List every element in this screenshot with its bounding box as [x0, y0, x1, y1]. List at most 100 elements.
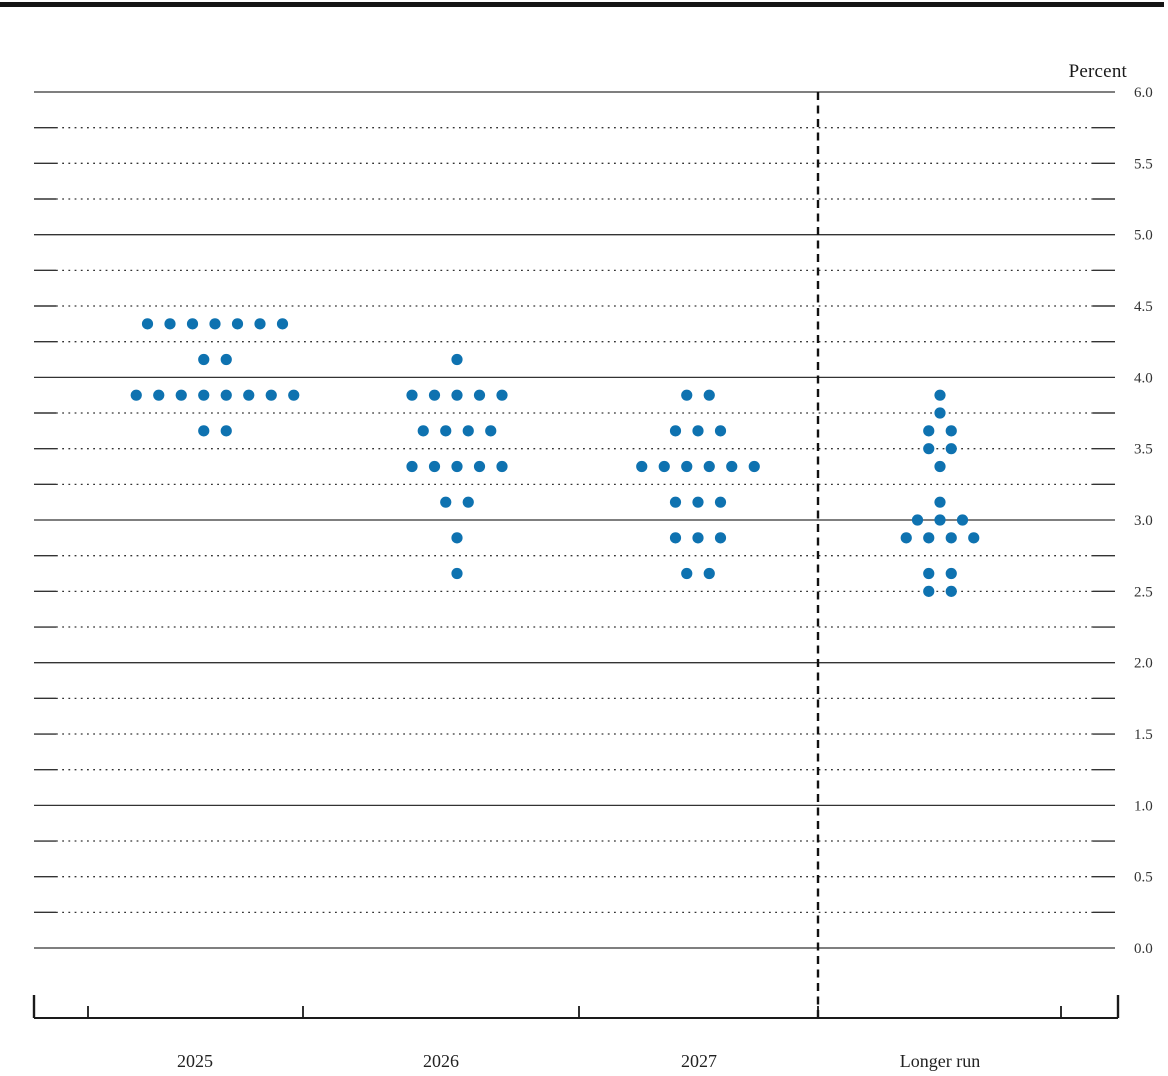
y-tick-label: 3.5: [1134, 442, 1153, 458]
dot: [934, 496, 946, 508]
dot: [703, 460, 715, 473]
dot: [130, 389, 142, 401]
dot: [243, 389, 255, 401]
dot: [186, 318, 199, 330]
dot: [141, 318, 154, 330]
dot: [288, 389, 300, 401]
dot: [703, 567, 715, 580]
dot: [440, 425, 452, 437]
x-axis: [32, 995, 1120, 1019]
dot: [681, 460, 693, 473]
dots-column-2027: [636, 389, 760, 580]
dot: [726, 460, 738, 473]
dot: [669, 496, 682, 508]
y-tick-label: 1.5: [1134, 727, 1153, 743]
dot: [669, 425, 682, 437]
dot: [462, 425, 474, 437]
dot: [417, 425, 429, 437]
dot: [406, 389, 418, 401]
dot: [923, 443, 935, 455]
dot: [923, 532, 935, 544]
dot: [658, 460, 670, 473]
dot: [485, 425, 497, 437]
dot: [934, 407, 946, 419]
dot: [276, 318, 289, 330]
dot: [462, 496, 474, 508]
dot: [451, 567, 463, 580]
dot: [945, 532, 957, 544]
y-tick-label: 3.0: [1134, 513, 1153, 529]
y-tick-label: 5.0: [1134, 228, 1153, 244]
y-tick-label: 0.5: [1134, 870, 1153, 886]
dots-column-longer-run: [900, 389, 980, 597]
y-tick-label: 0.0: [1134, 941, 1153, 957]
y-tick-label: 4.5: [1134, 299, 1153, 315]
dot: [428, 389, 441, 401]
y-tick-label: 1.0: [1134, 798, 1153, 814]
y-gridlines: [34, 91, 1115, 949]
dot: [198, 389, 210, 401]
dot: [934, 389, 946, 401]
dot: [220, 353, 232, 366]
x-axis-category-labels: 2025 2026 2027 Longer run: [177, 1051, 980, 1071]
y-tick-label: 6.0: [1134, 85, 1153, 101]
dot: [714, 425, 727, 437]
dots-column-2025: [130, 318, 300, 437]
dot: [451, 532, 463, 544]
dot: [956, 514, 969, 526]
dot: [231, 318, 244, 330]
dot: [209, 318, 221, 330]
dot: [220, 389, 232, 401]
dot: [934, 460, 946, 473]
dot: [198, 425, 210, 437]
dot: [681, 567, 693, 580]
dot: [164, 318, 176, 330]
y-axis-unit-label: Percent: [1068, 61, 1127, 82]
dot: [636, 460, 648, 473]
dot: [220, 425, 232, 437]
y-tick-label: 4.0: [1134, 370, 1153, 386]
y-tick-label: 2.0: [1134, 656, 1153, 672]
dot: [681, 389, 693, 401]
dot: [900, 532, 912, 544]
dot: [175, 389, 187, 401]
dot: [692, 425, 704, 437]
dot: [451, 353, 463, 366]
x-axis-label: 2027: [681, 1051, 717, 1071]
dot: [714, 496, 727, 508]
dot: [945, 425, 957, 437]
dot: [923, 567, 935, 580]
dot: [703, 389, 715, 401]
dot: [911, 514, 924, 526]
y-axis-tick-labels: 6.0 5.5 5.0 4.5 4.0 3.5 3.0 2.5 2.0 1.5 1.0 0.5 0.0: [1134, 85, 1153, 957]
dot: [692, 532, 704, 544]
dot: [440, 496, 452, 508]
dot: [496, 460, 508, 473]
dot: [923, 425, 935, 437]
dot: [428, 460, 441, 473]
dot: [473, 389, 486, 401]
dot: [945, 567, 957, 580]
dot: [714, 532, 727, 544]
dot: [692, 496, 704, 508]
top-border-rule: [0, 2, 1164, 7]
dot: [923, 585, 935, 597]
dot: [748, 460, 760, 473]
dot: [406, 460, 418, 473]
y-tick-label: 2.5: [1134, 584, 1153, 600]
dot: [669, 532, 682, 544]
dot: [496, 389, 508, 401]
x-axis-label: Longer run: [900, 1051, 980, 1071]
dot: [968, 532, 980, 544]
dot: [198, 353, 210, 366]
dot: [265, 389, 277, 401]
y-tick-label: 5.5: [1134, 156, 1153, 172]
dot: [945, 443, 957, 455]
dot: [945, 585, 957, 597]
dots-column-2026: [406, 353, 508, 580]
dot: [451, 389, 463, 401]
dot: [473, 460, 486, 473]
dot: [934, 514, 946, 526]
